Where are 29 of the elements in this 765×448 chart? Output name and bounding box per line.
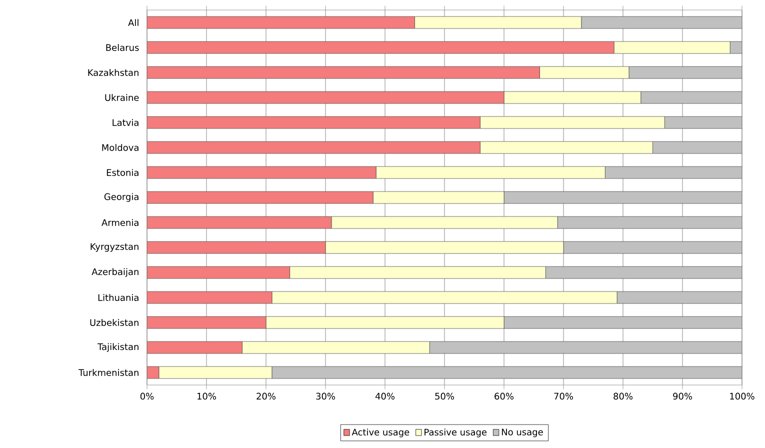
y-tick-label: Belarus bbox=[106, 44, 139, 51]
y-tick-label: Ukraine bbox=[105, 94, 139, 101]
y-tick-label: Georgia bbox=[104, 193, 138, 202]
x-tick-label: 50% bbox=[435, 392, 454, 400]
legend-label: Passive usage bbox=[424, 428, 487, 438]
x-tick-label: 100% bbox=[730, 392, 754, 400]
y-tick-label: Lithuania bbox=[98, 294, 138, 301]
x-tick-label: 80% bbox=[614, 392, 633, 400]
x-tick-label: 30% bbox=[316, 392, 336, 400]
legend-label: No usage bbox=[502, 428, 543, 438]
y-tick-label: Azerbaijan bbox=[92, 268, 138, 277]
y-tick-label: Uzbekistan bbox=[90, 319, 138, 326]
x-tick-label: 10% bbox=[197, 392, 216, 400]
x-tick-label: 60% bbox=[494, 392, 514, 400]
x-tick-label: 40% bbox=[375, 392, 395, 400]
legend-label: Active usage bbox=[352, 428, 410, 438]
y-tick-label: Kyrgyzstan bbox=[90, 243, 138, 252]
x-tick-label: 0% bbox=[140, 392, 154, 400]
y-tick-label: Armenia bbox=[102, 219, 138, 226]
y-tick-label: Latvia bbox=[112, 119, 138, 126]
y-tick-label: Moldova bbox=[102, 144, 138, 151]
x-tick-label: 20% bbox=[256, 392, 276, 400]
y-tick-label: All bbox=[128, 19, 138, 26]
x-tick-label: 90% bbox=[673, 392, 692, 400]
y-tick-label: Tajikistan bbox=[97, 343, 138, 352]
y-tick-label: Kazakhstan bbox=[88, 69, 138, 76]
x-tick-label: 70% bbox=[554, 392, 574, 400]
y-tick-label: Estonia bbox=[106, 169, 138, 176]
y-tick-label: Turkmenistan bbox=[78, 369, 138, 376]
